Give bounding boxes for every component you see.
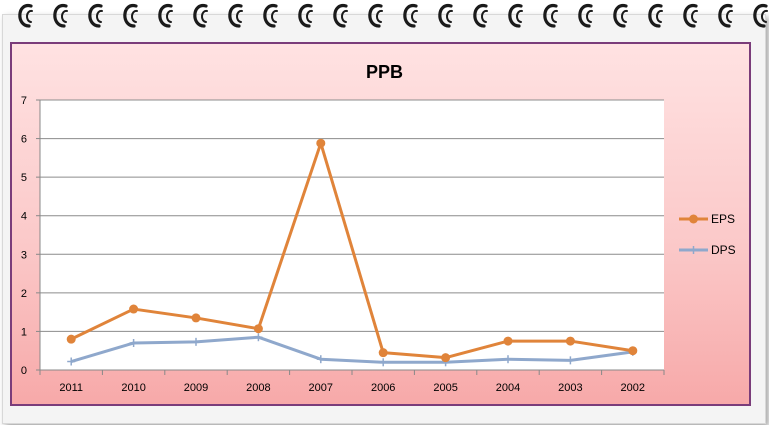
- x-axis: 2011 2010 2009 2008 2007 2006 2005 2004 2003 2002: [39, 369, 665, 394]
- series-line: [70, 335, 634, 364]
- notebook-ring-icon: [368, 4, 383, 28]
- notebook-ring-icon: [613, 4, 628, 28]
- legend-label: DPS: [711, 243, 736, 257]
- y-tick-label: 7: [21, 95, 27, 107]
- legend: EPS DPS: [679, 212, 736, 257]
- data-point: [254, 333, 263, 342]
- data-point: [66, 334, 76, 344]
- y-tick-label: 2: [21, 288, 27, 300]
- notebook-ring-icon: [718, 4, 733, 28]
- spiral-binding: [0, 0, 769, 40]
- data-point: [441, 353, 451, 363]
- legend-label: EPS: [711, 212, 735, 226]
- chart-title: PPB: [365, 62, 403, 82]
- legend-marker: [689, 214, 698, 224]
- x-tick-label: 2003: [558, 382, 582, 394]
- x-tick-label: 2004: [496, 382, 520, 394]
- series-eps: [66, 138, 638, 363]
- series-line: [70, 141, 634, 360]
- notebook-ring-icon: [403, 4, 418, 28]
- notebook-ring-icon: [158, 4, 173, 28]
- x-tick-label: 2007: [309, 382, 333, 394]
- y-axis: 0 1 2 3 4 5 6 7: [21, 95, 41, 377]
- data-point: [191, 313, 201, 323]
- data-point: [378, 348, 388, 358]
- data-point: [503, 336, 513, 346]
- notebook-ring-icon: [263, 4, 278, 28]
- data-point: [504, 355, 512, 364]
- data-point: [628, 346, 638, 356]
- notebook-ring-icon: [578, 4, 593, 28]
- notebook-ring-icon: [683, 4, 698, 28]
- notebook-ring-icon: [543, 4, 558, 28]
- plot-background: [40, 100, 664, 370]
- x-tick-label: 2008: [246, 382, 270, 394]
- y-tick-label: 0: [21, 365, 27, 377]
- notebook-ring-icon: [123, 4, 138, 28]
- notebook-ring-icon: [193, 4, 208, 28]
- x-tick-label: 2005: [433, 382, 457, 394]
- data-point: [129, 304, 139, 314]
- notebook-ring-icon: [333, 4, 348, 28]
- y-tick-label: 1: [21, 326, 27, 338]
- legend-item-eps: EPS: [679, 212, 735, 226]
- notebook-ring-icon: [473, 4, 488, 28]
- gridlines: [40, 99, 664, 371]
- data-point: [565, 336, 575, 346]
- notebook-ring-icon: [228, 4, 243, 28]
- y-tick-label: 4: [21, 211, 27, 223]
- notebook-ring-icon: [648, 4, 663, 28]
- spiral-rings: [18, 4, 768, 28]
- notebook-ring-icon: [508, 4, 523, 28]
- notebook-ring-icon: [438, 4, 453, 28]
- data-point: [316, 355, 325, 364]
- x-tick-label: 2010: [121, 382, 145, 394]
- x-tick-label: 2006: [371, 382, 395, 394]
- x-tick-label: 2009: [184, 382, 208, 394]
- legend-item-dps: DPS: [679, 243, 736, 257]
- data-point: [192, 337, 200, 346]
- notebook-ring-icon: [53, 4, 68, 28]
- series-layer: [66, 138, 638, 367]
- notebook-ring-icon: [88, 4, 103, 28]
- data-point: [67, 357, 76, 366]
- y-tick-label: 6: [21, 134, 27, 146]
- notebook-ring-icon: [753, 4, 768, 28]
- data-point: [566, 356, 575, 365]
- y-tick-label: 5: [21, 172, 27, 184]
- x-tick-label: 2002: [621, 382, 645, 394]
- plot-area: [40, 100, 664, 370]
- data-point: [379, 358, 388, 367]
- notebook-ring-icon: [298, 4, 313, 28]
- notebook-ring-icon: [18, 4, 33, 28]
- data-point: [316, 138, 326, 148]
- y-tick-label: 3: [21, 249, 27, 261]
- data-point: [253, 324, 263, 334]
- data-point: [129, 339, 138, 347]
- x-tick-label: 2011: [59, 382, 83, 394]
